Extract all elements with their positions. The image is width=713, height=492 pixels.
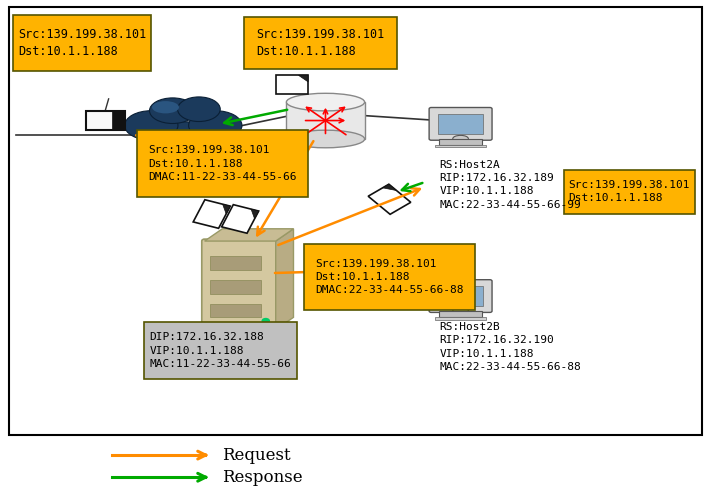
Circle shape <box>262 318 270 324</box>
Bar <box>435 145 486 148</box>
Text: Src:139.199.38.101
Dst:10.1.1.188: Src:139.199.38.101 Dst:10.1.1.188 <box>18 28 146 58</box>
Bar <box>287 102 364 139</box>
Polygon shape <box>299 75 308 82</box>
Bar <box>210 256 262 270</box>
Polygon shape <box>222 205 259 233</box>
Text: Src:139.199.38.101
Dst:10.1.1.188: Src:139.199.38.101 Dst:10.1.1.188 <box>569 180 690 204</box>
Bar <box>144 322 297 379</box>
Polygon shape <box>377 248 420 278</box>
Text: RS:Host2B
RIP:172.16.32.190
VIP:10.1.1.188
MAC:22-33-44-55-66-88: RS:Host2B RIP:172.16.32.190 VIP:10.1.1.1… <box>439 322 581 372</box>
Ellipse shape <box>453 308 468 314</box>
Polygon shape <box>276 75 308 94</box>
Ellipse shape <box>453 135 468 142</box>
Polygon shape <box>251 209 259 219</box>
FancyBboxPatch shape <box>429 107 492 140</box>
Text: Src:139.199.38.101
Dst:10.1.1.188
DMAC:22-33-44-55-66-88: Src:139.199.38.101 Dst:10.1.1.188 DMAC:2… <box>315 259 463 295</box>
Polygon shape <box>222 204 230 214</box>
Polygon shape <box>276 229 294 330</box>
Ellipse shape <box>287 130 364 148</box>
Bar <box>137 130 308 197</box>
Polygon shape <box>368 184 411 215</box>
Bar <box>13 15 151 71</box>
Bar <box>439 139 482 145</box>
FancyBboxPatch shape <box>429 279 492 312</box>
Bar <box>244 17 396 69</box>
Ellipse shape <box>125 111 178 140</box>
Polygon shape <box>392 248 406 254</box>
Bar <box>86 111 125 130</box>
Bar <box>9 7 702 435</box>
Bar <box>438 286 483 306</box>
Bar <box>112 111 125 130</box>
Bar <box>304 244 475 310</box>
Bar <box>435 317 486 320</box>
Ellipse shape <box>150 98 196 123</box>
Ellipse shape <box>287 93 364 111</box>
Text: DIP:172.16.32.188
VIP:10.1.1.188
MAC:11-22-33-44-55-66: DIP:172.16.32.188 VIP:10.1.1.188 MAC:11-… <box>150 333 292 369</box>
Ellipse shape <box>178 97 220 122</box>
Bar <box>210 304 262 317</box>
Polygon shape <box>383 184 396 190</box>
Bar <box>439 311 482 317</box>
Ellipse shape <box>152 101 179 113</box>
Text: RS:Host2A
RIP:172.16.32.189
VIP:10.1.1.188
MAC:22-33-44-55-66-99: RS:Host2A RIP:172.16.32.189 VIP:10.1.1.1… <box>439 160 581 210</box>
Text: Src:139.199.38.101
Dst:10.1.1.188: Src:139.199.38.101 Dst:10.1.1.188 <box>256 28 384 58</box>
Bar <box>438 114 483 134</box>
Ellipse shape <box>189 111 242 140</box>
Text: Response: Response <box>222 469 303 486</box>
Bar <box>210 280 262 294</box>
Ellipse shape <box>143 122 224 158</box>
Text: Src:139.199.38.101
Dst:10.1.1.188
DMAC:11-22-33-44-55-66: Src:139.199.38.101 Dst:10.1.1.188 DMAC:1… <box>148 146 297 182</box>
Text: Request: Request <box>222 447 291 463</box>
FancyBboxPatch shape <box>202 239 279 332</box>
Polygon shape <box>205 229 294 241</box>
Polygon shape <box>193 200 230 228</box>
Bar <box>564 170 695 214</box>
